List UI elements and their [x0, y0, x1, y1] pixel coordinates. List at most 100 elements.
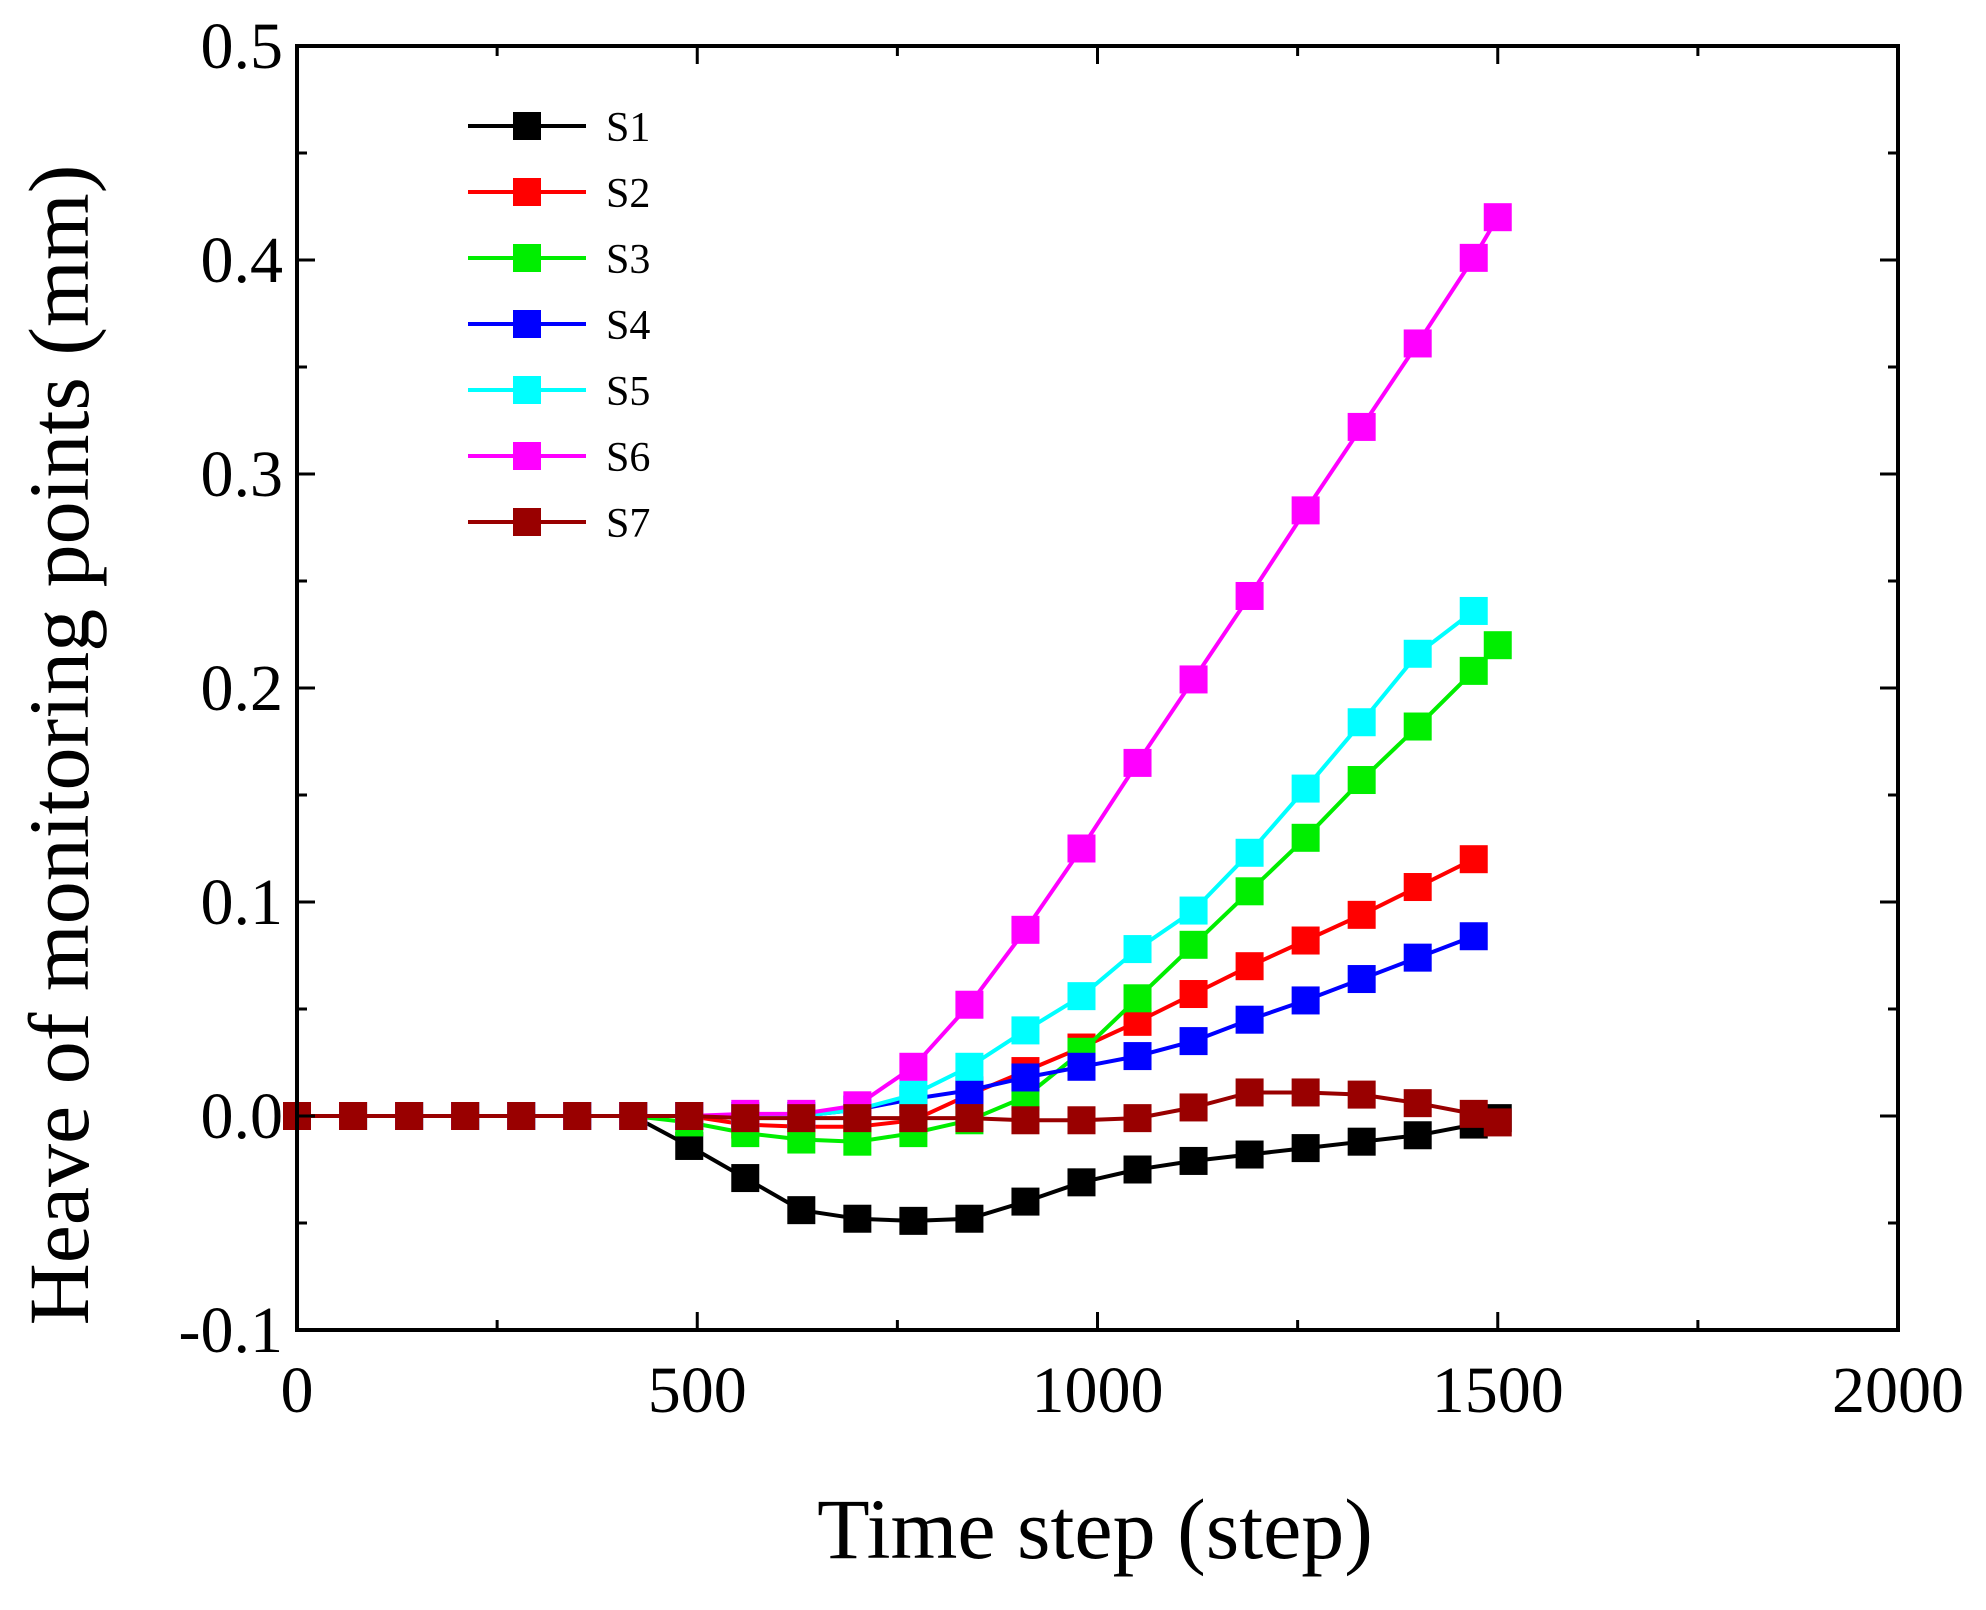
- series-s7-point: [1123, 1104, 1152, 1133]
- series-s7-point: [619, 1102, 648, 1130]
- series-s7-point: [1291, 1078, 1320, 1107]
- series-s7-point: [1403, 1089, 1432, 1118]
- legend-marker: [513, 244, 541, 272]
- series-s7-point: [675, 1102, 704, 1130]
- series-s6-point: [1123, 748, 1152, 777]
- series-s5-point: [1011, 1016, 1040, 1045]
- y-tick-label: 0.4: [201, 224, 284, 297]
- series-s1-point: [731, 1164, 760, 1193]
- y-tick-label: 0.2: [201, 652, 284, 725]
- series-s1-point: [899, 1206, 928, 1235]
- legend-item-s5: S5: [468, 369, 650, 415]
- x-tick-label: 1500: [1432, 1354, 1564, 1427]
- series-s7-point: [955, 1104, 984, 1133]
- series-s5-point: [1403, 639, 1432, 668]
- series-s4-point: [1123, 1042, 1152, 1071]
- legend-item-s1: S1: [468, 105, 650, 151]
- series-s1-point: [1291, 1134, 1320, 1163]
- series-s7-point: [395, 1102, 424, 1130]
- series-s7-point: [899, 1104, 928, 1133]
- series-s6-point: [1291, 496, 1320, 525]
- axes-layer: 0 500 1000 1500 2000 -0.1 0.0 0.1 0.2 0.3 0.4 0.5: [179, 10, 1964, 1427]
- series-s5-point: [899, 1080, 928, 1109]
- y-axis-title: Heave of monitoring points (mm): [11, 165, 107, 1326]
- series-s5-point: [1291, 774, 1320, 803]
- legend-marker: [513, 376, 541, 404]
- legend-marker: [513, 442, 541, 470]
- y-tick-label: 0.1: [201, 866, 284, 939]
- x-tick-label: 1000: [1032, 1354, 1164, 1427]
- legend-label: S2: [606, 171, 650, 217]
- series-s3-point: [843, 1127, 872, 1156]
- legend-item-s2: S2: [468, 171, 650, 217]
- series-s2-point: [1347, 900, 1376, 929]
- series-s6-point: [1483, 203, 1512, 232]
- series-s1-point: [675, 1131, 704, 1160]
- series-s6-point: [1347, 412, 1376, 441]
- series-s3-point: [1347, 766, 1376, 795]
- series-s7-point: [339, 1102, 368, 1130]
- x-axis-title: Time step (step): [817, 1481, 1373, 1577]
- series-s5-point: [1235, 838, 1264, 867]
- series-s1-point: [787, 1196, 816, 1225]
- legend-label: S3: [606, 237, 650, 283]
- series-s4-point: [1067, 1052, 1096, 1081]
- series-s6-point: [1459, 243, 1488, 272]
- series-s4-point: [1459, 922, 1488, 951]
- series-s1-point: [1011, 1187, 1040, 1216]
- series-s1-point: [1179, 1146, 1208, 1175]
- series-s3-point: [1483, 631, 1512, 660]
- legend-marker: [513, 112, 541, 140]
- legend-label: S4: [606, 303, 650, 349]
- legend-label: S6: [606, 435, 650, 481]
- legend-marker: [513, 508, 541, 536]
- series-s5-point: [1179, 896, 1208, 925]
- series-s5-point: [1459, 596, 1488, 625]
- legend-marker: [513, 178, 541, 206]
- series-s3-point: [1179, 930, 1208, 959]
- series-s2-point: [1403, 873, 1432, 902]
- series-s1-point: [1347, 1127, 1376, 1156]
- plot-background: [297, 46, 1898, 1330]
- series-s1-point: [1123, 1155, 1152, 1184]
- plot-area: [297, 46, 1898, 1330]
- series-s1-point: [955, 1204, 984, 1233]
- series-s2-point: [1179, 980, 1208, 1009]
- series-s1-point: [1403, 1121, 1432, 1150]
- series-s7-point: [1179, 1093, 1208, 1122]
- x-tick-label: 500: [648, 1354, 747, 1427]
- legend-item-s4: S4: [468, 303, 650, 349]
- series-s4-point: [1291, 986, 1320, 1015]
- series-s7-point: [1459, 1099, 1488, 1128]
- series-s5-point: [955, 1052, 984, 1081]
- series-s7-point: [1067, 1106, 1096, 1135]
- x-tick-label: 2000: [1832, 1354, 1964, 1427]
- series-s6-point: [899, 1052, 928, 1081]
- series-s7-point: [843, 1104, 872, 1133]
- series-s4-point: [1179, 1027, 1208, 1056]
- legend-item-s6: S6: [468, 435, 650, 481]
- series-s7-point: [731, 1104, 760, 1133]
- y-tick-label: 0.0: [201, 1080, 284, 1153]
- series-s3-point: [1123, 984, 1152, 1013]
- series-s6-point: [1067, 834, 1096, 863]
- series-s5-point: [1123, 935, 1152, 964]
- series-s5-point: [1067, 982, 1096, 1011]
- legend-label: S5: [606, 369, 650, 415]
- series-s4-point: [955, 1076, 984, 1105]
- series-s3-point: [1403, 712, 1432, 741]
- y-tick-label: 0.3: [201, 438, 284, 511]
- legend-item-s7: S7: [468, 501, 650, 547]
- y-tick-label: 0.5: [201, 10, 284, 83]
- legend-label: S1: [606, 105, 650, 151]
- series-s1-point: [1067, 1168, 1096, 1197]
- x-tick-label: 0: [281, 1354, 314, 1427]
- series-s6-point: [1403, 329, 1432, 358]
- series-s1-point: [843, 1204, 872, 1233]
- legend: S1 S2 S3 S4 S5 S6 S7: [468, 105, 650, 547]
- series-s2-point: [1235, 952, 1264, 981]
- series-s7-point: [1347, 1080, 1376, 1109]
- series-s3-point: [1459, 656, 1488, 685]
- series-s7-point: [507, 1102, 536, 1130]
